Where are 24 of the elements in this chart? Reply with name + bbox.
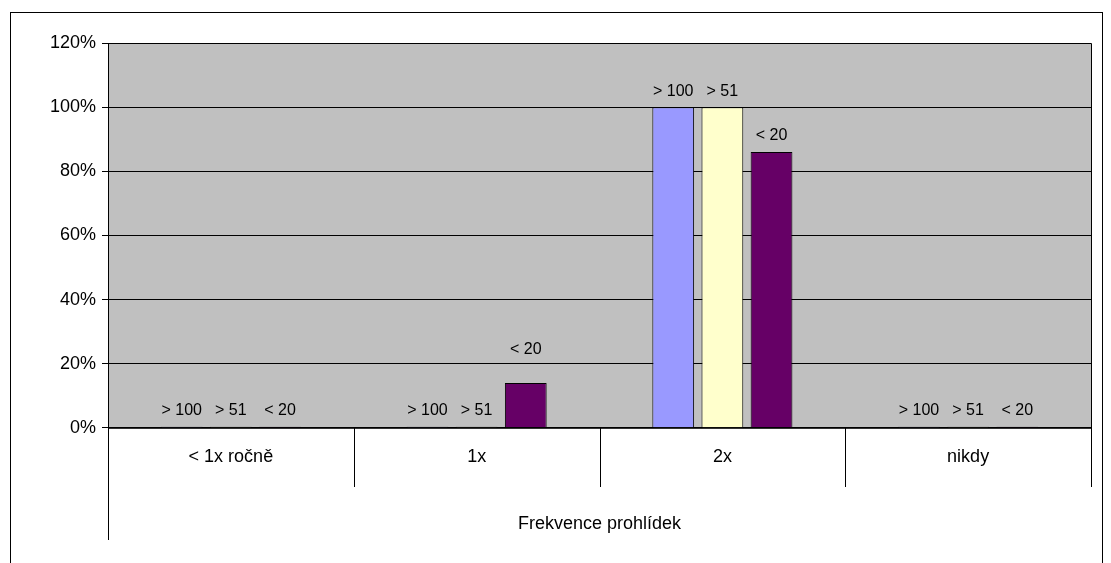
x-tick-label: 2x	[712, 445, 732, 466]
x-tick-label: nikdy	[947, 445, 990, 466]
data-label: < 20	[509, 340, 542, 358]
data-label: > 51	[952, 401, 985, 419]
y-tick-label: 60%	[59, 224, 96, 245]
x-tick-label: < 1x ročně	[188, 445, 274, 466]
data-label: > 51	[460, 401, 493, 419]
data-label: > 51	[706, 81, 739, 99]
data-label: < 20	[264, 401, 296, 419]
data-label: < 20	[1001, 401, 1034, 419]
y-tick-label: 0%	[69, 416, 96, 437]
data-label: > 100	[407, 401, 448, 419]
y-tick-label: 120%	[49, 31, 96, 52]
data-label: > 51	[215, 401, 247, 419]
data-label: > 100	[652, 81, 694, 99]
y-tick-label: 80%	[59, 160, 96, 181]
data-label: > 100	[898, 401, 940, 419]
data-label: < 20	[755, 126, 788, 144]
y-tick-label: 100%	[49, 96, 96, 117]
y-tick-label: 40%	[59, 288, 96, 309]
y-tick-label: 20%	[59, 352, 96, 373]
data-label: > 100	[161, 401, 203, 419]
x-axis-title: Frekvence prohlídek	[517, 513, 683, 534]
x-tick-label: 1x	[467, 445, 487, 466]
